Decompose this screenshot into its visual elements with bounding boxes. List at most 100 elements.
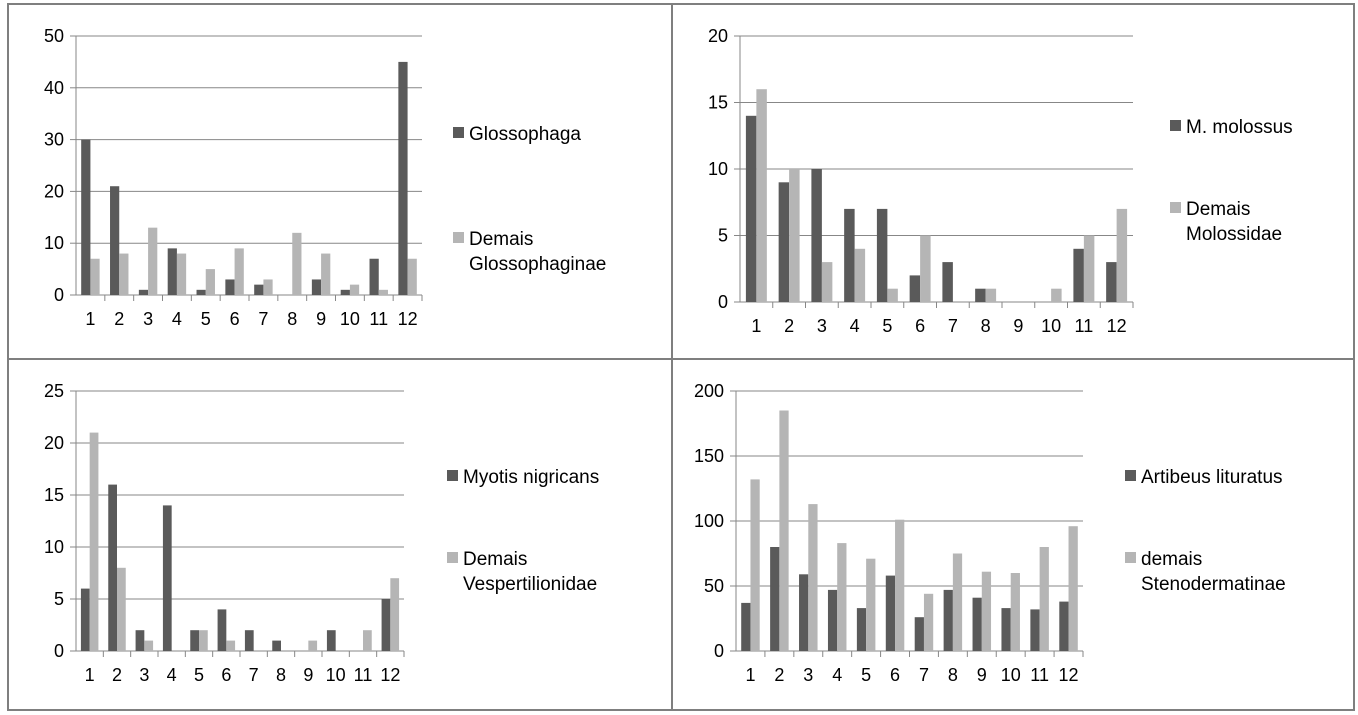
bar-light	[321, 253, 331, 295]
legend-swatch	[1170, 120, 1181, 131]
x-tick-label: 5	[194, 665, 204, 685]
bar-light	[176, 253, 187, 295]
bar-light	[1068, 526, 1078, 651]
legend-label: Glossophaginae	[469, 254, 606, 275]
bar-light	[854, 248, 866, 302]
x-tick-label: 2	[112, 665, 122, 685]
x-tick-label: 12	[1059, 665, 1079, 685]
x-tick-label: 9	[316, 309, 326, 329]
bar-light	[1039, 547, 1049, 651]
x-tick-label: 4	[832, 665, 842, 685]
bar-dark	[943, 589, 953, 651]
x-tick-label: 5	[201, 309, 211, 329]
x-tick-label: 3	[143, 309, 153, 329]
x-tick-label: 2	[114, 309, 124, 329]
bar-dark	[244, 630, 254, 651]
legend-label: Demais	[1186, 199, 1250, 220]
bar-dark	[80, 588, 90, 651]
y-tick-label: 0	[718, 292, 728, 312]
bar-dark	[225, 279, 235, 295]
x-tick-label: 11	[354, 665, 373, 685]
bar-light	[407, 258, 417, 295]
bar-light	[205, 269, 215, 295]
legend-swatch	[1125, 552, 1136, 563]
bar-dark	[369, 258, 379, 295]
y-tick-label: 0	[714, 641, 724, 661]
bar-light	[837, 543, 847, 651]
legend-label: Artibeus lituratus	[1141, 467, 1283, 488]
y-tick-label: 50	[704, 576, 724, 596]
bar-light	[952, 553, 963, 651]
bar-light	[148, 227, 158, 295]
bar-light	[981, 571, 992, 651]
bar-light	[90, 258, 100, 295]
x-tick-label: 1	[751, 316, 761, 336]
x-tick-label: 6	[230, 309, 240, 329]
x-tick-label: 4	[167, 665, 177, 685]
legend-label: Glossophaga	[469, 124, 581, 145]
legend-label: M. molossus	[1186, 117, 1293, 138]
y-tick-label: 50	[44, 26, 64, 46]
bar-dark	[272, 640, 281, 651]
bar-light	[808, 504, 818, 651]
legend-label: Vespertilionidae	[463, 574, 597, 595]
legend-label: Stenodermatinae	[1141, 574, 1286, 595]
x-tick-label: 4	[850, 316, 860, 336]
bar-dark	[196, 289, 206, 295]
bar-light	[144, 640, 154, 651]
bar-dark	[799, 574, 809, 651]
bar-dark	[1059, 601, 1069, 651]
x-tick-label: 7	[919, 665, 929, 685]
bar-dark	[909, 275, 921, 302]
bar-light	[199, 630, 208, 651]
bar-light	[363, 630, 372, 651]
x-tick-label: 11	[1075, 316, 1094, 336]
bar-light	[779, 410, 789, 651]
bar-dark	[81, 139, 91, 295]
y-tick-label: 15	[44, 485, 64, 505]
bar-dark	[108, 484, 117, 651]
bar-light	[89, 432, 99, 651]
bar-light	[887, 288, 898, 302]
bar-dark	[1073, 248, 1084, 302]
legend-label: Molossidae	[1186, 224, 1282, 245]
bar-dark	[942, 262, 953, 302]
bar-dark	[778, 182, 790, 302]
bar-light	[866, 558, 876, 651]
bar-dark	[741, 602, 751, 651]
bar-dark	[914, 617, 924, 651]
bar-light	[920, 235, 931, 302]
legend-label: demais	[1141, 549, 1202, 570]
bar-dark	[885, 575, 896, 651]
x-tick-label: 1	[85, 665, 95, 685]
legend-swatch	[453, 127, 464, 138]
bar-dark	[311, 279, 322, 295]
bar-dark	[398, 61, 408, 296]
x-tick-label: 6	[221, 665, 231, 685]
bar-light	[117, 567, 126, 651]
x-tick-label: 11	[1030, 665, 1049, 685]
x-tick-label: 7	[948, 316, 958, 336]
legend-swatch	[1125, 470, 1136, 481]
y-tick-label: 30	[44, 130, 64, 150]
bar-light	[390, 578, 400, 651]
x-tick-label: 3	[139, 665, 149, 685]
bar-light	[119, 253, 129, 295]
bar-dark	[138, 289, 149, 295]
figure-border	[7, 3, 1355, 711]
bar-light	[923, 593, 934, 651]
bar-dark	[110, 186, 120, 295]
y-tick-label: 5	[718, 226, 728, 246]
y-tick-label: 0	[54, 641, 64, 661]
bar-dark	[856, 608, 867, 651]
bar-light	[292, 232, 302, 295]
x-tick-label: 12	[398, 309, 418, 329]
y-tick-label: 0	[54, 285, 64, 305]
bar-dark	[326, 630, 336, 651]
x-tick-label: 5	[882, 316, 892, 336]
x-tick-label: 3	[817, 316, 827, 336]
x-tick-label: 10	[1001, 665, 1021, 685]
x-tick-label: 6	[915, 316, 925, 336]
